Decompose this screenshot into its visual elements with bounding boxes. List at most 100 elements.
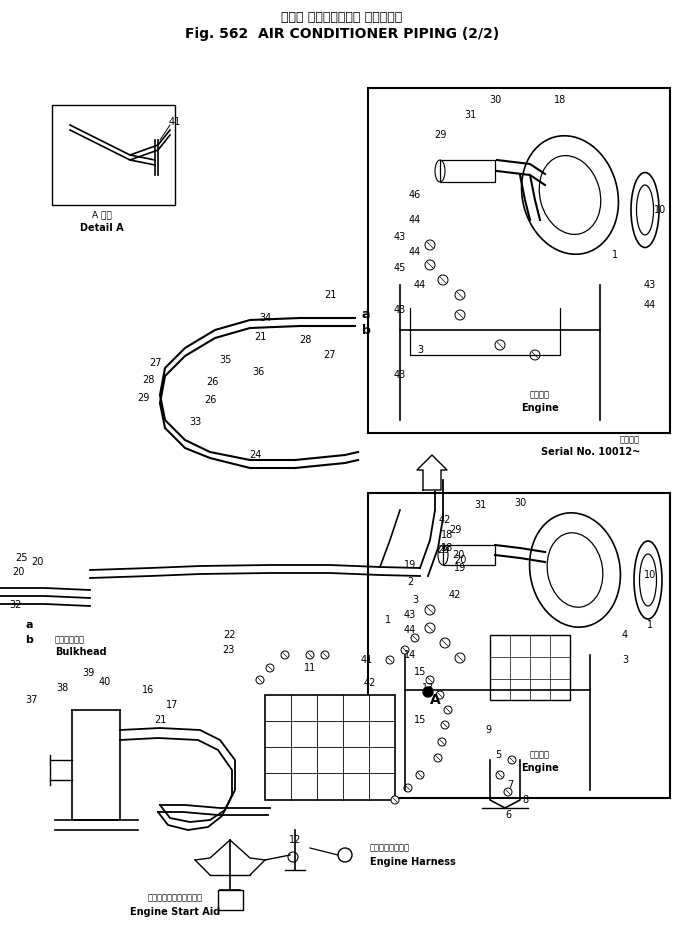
Text: 2: 2 [407, 577, 413, 587]
Circle shape [441, 721, 449, 729]
Text: 42: 42 [439, 515, 451, 525]
Bar [443, 545, 495, 565]
Circle shape [423, 687, 433, 697]
Text: 33: 33 [189, 417, 201, 427]
Text: 40: 40 [99, 677, 111, 687]
Text: 18: 18 [441, 530, 453, 540]
Circle shape [416, 771, 424, 779]
Text: 11: 11 [304, 663, 316, 673]
Polygon shape [417, 455, 447, 490]
Text: 29: 29 [449, 525, 461, 535]
Circle shape [425, 260, 435, 270]
Text: Detail A: Detail A [80, 223, 124, 233]
Bar [440, 160, 495, 182]
Circle shape [495, 340, 505, 350]
Text: 3: 3 [412, 595, 418, 605]
Text: Engine: Engine [521, 763, 559, 773]
Bar [265, 695, 395, 800]
Text: 46: 46 [409, 190, 421, 200]
Text: b: b [25, 635, 33, 645]
Text: 4: 4 [622, 630, 628, 640]
Text: 20: 20 [31, 557, 43, 567]
Circle shape [425, 240, 435, 250]
Text: Engine Harness: Engine Harness [370, 857, 456, 867]
Text: 5: 5 [495, 750, 501, 760]
Text: 34: 34 [259, 313, 271, 323]
Text: 3: 3 [417, 345, 423, 355]
Text: 27: 27 [148, 358, 161, 368]
Text: バルクヘッド: バルクヘッド [55, 635, 85, 644]
Circle shape [386, 656, 394, 664]
Text: 21: 21 [324, 290, 337, 300]
Circle shape [411, 634, 419, 642]
Text: 31: 31 [464, 110, 476, 120]
Text: 44: 44 [404, 625, 416, 635]
Text: 9: 9 [485, 725, 491, 735]
Text: 20: 20 [452, 550, 464, 560]
Circle shape [425, 623, 435, 633]
Text: 43: 43 [394, 305, 406, 315]
Text: 44: 44 [409, 247, 421, 257]
Text: 26: 26 [204, 395, 216, 405]
Circle shape [321, 651, 329, 659]
Text: 25: 25 [16, 553, 28, 563]
Text: 29: 29 [434, 130, 446, 140]
Circle shape [266, 664, 274, 672]
Text: 6: 6 [505, 810, 511, 820]
Circle shape [425, 605, 435, 615]
Text: 22: 22 [224, 630, 236, 640]
Circle shape [455, 310, 465, 320]
Text: 27: 27 [324, 350, 337, 360]
Circle shape [444, 706, 452, 714]
Text: エアー コンディショナ パイピング: エアー コンディショナ パイピング [281, 11, 403, 24]
Text: 適用号機: 適用号機 [620, 435, 640, 445]
Bar [368, 493, 670, 798]
Circle shape [404, 784, 412, 792]
Circle shape [508, 756, 516, 764]
Text: 24: 24 [249, 450, 261, 460]
Text: 37: 37 [26, 695, 38, 705]
Text: Engine Start Aid: Engine Start Aid [130, 907, 220, 917]
Text: 1: 1 [612, 250, 618, 260]
Text: 20: 20 [453, 555, 466, 565]
Text: 21: 21 [154, 715, 166, 725]
Circle shape [440, 638, 450, 648]
Text: 29: 29 [137, 393, 149, 403]
Text: Engine: Engine [521, 403, 559, 413]
Text: 38: 38 [56, 683, 68, 693]
Circle shape [288, 852, 298, 862]
Text: 12: 12 [289, 835, 301, 845]
Text: 41: 41 [361, 655, 373, 665]
Text: 19: 19 [404, 560, 416, 570]
Circle shape [530, 350, 540, 360]
Text: エンジン: エンジン [530, 391, 550, 400]
Circle shape [438, 275, 448, 285]
Text: 18: 18 [554, 95, 566, 105]
Text: 21: 21 [254, 332, 266, 342]
Text: エンジン: エンジン [530, 751, 550, 760]
Text: 3: 3 [622, 655, 628, 665]
Text: 15: 15 [414, 667, 426, 677]
Text: 35: 35 [219, 355, 231, 365]
Text: 43: 43 [394, 370, 406, 380]
Circle shape [306, 651, 314, 659]
Text: 16: 16 [142, 685, 154, 695]
Bar [368, 88, 670, 433]
Text: 43: 43 [394, 232, 406, 242]
Text: A: A [430, 693, 440, 707]
Text: 44: 44 [414, 280, 426, 290]
Text: 43: 43 [644, 280, 656, 290]
Text: Fig. 562  AIR CONDITIONER PIPING (2/2): Fig. 562 AIR CONDITIONER PIPING (2/2) [185, 27, 499, 41]
Text: 42: 42 [364, 678, 376, 688]
Text: 45: 45 [394, 263, 406, 273]
Circle shape [496, 771, 504, 779]
Text: 1: 1 [385, 615, 391, 625]
Text: 44: 44 [409, 215, 421, 225]
Circle shape [401, 646, 409, 654]
Text: 30: 30 [514, 498, 526, 508]
Text: 44: 44 [644, 300, 656, 310]
Circle shape [338, 848, 352, 862]
Circle shape [455, 290, 465, 300]
Circle shape [434, 754, 442, 762]
Text: a: a [25, 620, 33, 630]
